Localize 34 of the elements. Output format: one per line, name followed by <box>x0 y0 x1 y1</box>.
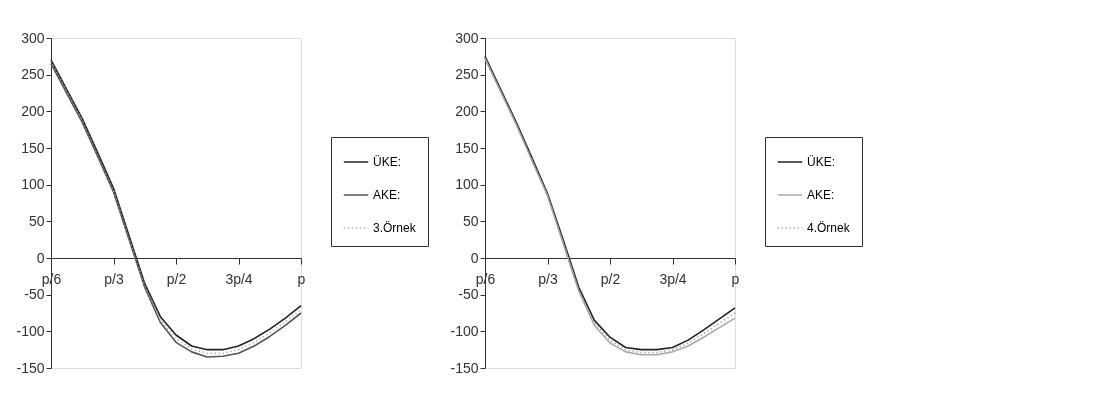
x-tick-label: p/2 <box>166 270 187 287</box>
legend-label: AKE: <box>373 188 401 202</box>
y-tick-label: 150 <box>455 139 479 156</box>
y-tick-label: 200 <box>455 102 479 119</box>
legend-label: ÜKE: <box>373 155 402 169</box>
y-tick-label: 100 <box>21 176 45 193</box>
y-tick-label: 250 <box>21 66 45 83</box>
legend-label: AKE: <box>807 188 835 202</box>
x-tick-label: 3p/4 <box>225 270 253 287</box>
x-tick-label: p/3 <box>538 270 558 287</box>
y-tick-label: 100 <box>455 176 479 193</box>
y-tick-label: -100 <box>450 322 479 339</box>
y-tick-label: 300 <box>455 29 479 46</box>
y-tick-label: -150 <box>16 359 45 376</box>
y-tick-label: 50 <box>462 212 479 229</box>
y-tick-label: 250 <box>455 66 479 83</box>
y-tick-label: -50 <box>24 286 45 303</box>
x-tick-label: 3p/4 <box>659 270 687 287</box>
x-tick-label: p <box>297 270 306 287</box>
y-tick-label: 300 <box>21 29 45 46</box>
y-tick-label: -50 <box>458 286 479 303</box>
legend-label: 3.Örnek <box>373 221 417 235</box>
y-tick-label: -150 <box>450 359 479 376</box>
x-tick-label: p/2 <box>600 270 621 287</box>
y-tick-label: 0 <box>36 249 45 266</box>
legend-label: ÜKE: <box>807 155 836 169</box>
legend-label: 4.Örnek <box>807 221 851 235</box>
y-tick-label: 150 <box>21 139 45 156</box>
y-tick-label: 200 <box>21 102 45 119</box>
x-tick-label: p <box>731 270 740 287</box>
x-tick-label: p/3 <box>104 270 124 287</box>
y-tick-label: 0 <box>470 249 479 266</box>
y-tick-label: 50 <box>28 212 45 229</box>
y-tick-label: -100 <box>16 322 45 339</box>
